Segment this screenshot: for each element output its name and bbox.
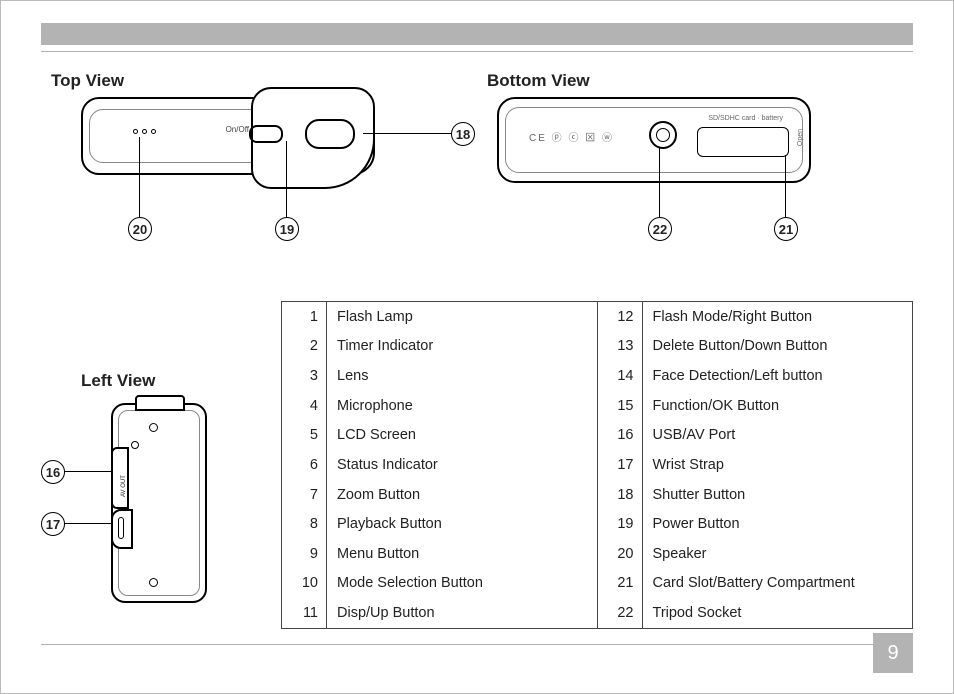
part-num: 20	[598, 539, 642, 569]
left-view-panel: Left View AV OUT 16 17	[41, 301, 271, 603]
speaker-icon	[133, 129, 156, 134]
part-label: Menu Button	[327, 539, 597, 569]
part-num: 15	[598, 391, 642, 421]
part-label: Wrist Strap	[643, 450, 913, 480]
part-num: 11	[282, 598, 326, 628]
part-label: Flash Lamp	[327, 302, 597, 332]
header-bar	[41, 23, 913, 45]
part-label: Disp/Up Button	[327, 598, 597, 628]
part-label: Speaker	[643, 539, 913, 569]
callout-21: 21	[774, 217, 798, 241]
bottom-view-title: Bottom View	[487, 71, 913, 91]
part-num: 7	[282, 480, 326, 510]
onoff-label: On/Off	[226, 125, 249, 134]
part-num: 18	[598, 480, 642, 510]
divider-top	[41, 51, 913, 52]
part-num: 12	[598, 302, 642, 332]
bottom-view-panel: Bottom View CE ⓟ ⓒ ⊠ ⓦ SD/SDHC card · ba…	[477, 63, 913, 263]
bottom-view-diagram: CE ⓟ ⓒ ⊠ ⓦ SD/SDHC card · battery Open 2…	[497, 97, 913, 183]
part-num: 14	[598, 361, 642, 391]
part-label: Status Indicator	[327, 450, 597, 480]
parts-table: 1234567891011 Flash LampTimer IndicatorL…	[281, 301, 913, 629]
part-label: Tripod Socket	[643, 598, 913, 628]
top-view-diagram: On/Off 18 20 19	[81, 97, 477, 175]
part-label: USB/AV Port	[643, 421, 913, 451]
part-num: 13	[598, 332, 642, 362]
part-num: 4	[282, 391, 326, 421]
part-label: Timer Indicator	[327, 332, 597, 362]
part-label: Card Slot/Battery Compartment	[643, 569, 913, 599]
open-label: Open	[797, 129, 804, 146]
camera-left-body: AV OUT	[111, 403, 207, 603]
tripod-socket-icon	[649, 121, 677, 149]
part-num: 5	[282, 421, 326, 451]
callout-16: 16	[41, 460, 65, 484]
callout-22: 22	[648, 217, 672, 241]
part-num: 17	[598, 450, 642, 480]
part-label: Delete Button/Down Button	[643, 332, 913, 362]
page-number: 9	[873, 633, 913, 673]
part-num: 6	[282, 450, 326, 480]
part-num: 3	[282, 361, 326, 391]
views-row: Top View On/Off 18 20 19	[41, 63, 913, 263]
card-slot-icon	[697, 127, 789, 157]
power-button-icon	[249, 125, 283, 143]
cert-symbols: CE ⓟ ⓒ ⊠ ⓦ	[529, 129, 614, 144]
part-num: 2	[282, 332, 326, 362]
part-label: Power Button	[643, 509, 913, 539]
divider-bottom	[41, 644, 913, 645]
part-num: 8	[282, 509, 326, 539]
wrist-strap-icon	[111, 509, 133, 549]
left-view-title: Left View	[81, 371, 271, 391]
table-col-left: 1234567891011 Flash LampTimer IndicatorL…	[282, 302, 598, 628]
part-label: Shutter Button	[643, 480, 913, 510]
part-label: Flash Mode/Right Button	[643, 302, 913, 332]
callout-19: 19	[275, 217, 299, 241]
part-label: Playback Button	[327, 509, 597, 539]
part-label: Zoom Button	[327, 480, 597, 510]
part-num: 1	[282, 302, 326, 332]
top-view-panel: Top View On/Off 18 20 19	[41, 63, 477, 263]
callout-20: 20	[128, 217, 152, 241]
part-num: 16	[598, 421, 642, 451]
shutter-button-icon	[305, 119, 355, 149]
part-label: Mode Selection Button	[327, 569, 597, 599]
table-col-right: 1213141516171819202122 Flash Mode/Right …	[598, 302, 913, 628]
part-label: LCD Screen	[327, 421, 597, 451]
slot-label: SD/SDHC card · battery	[708, 115, 783, 122]
manual-page: Top View On/Off 18 20 19	[0, 0, 954, 694]
callout-18: 18	[451, 122, 475, 146]
av-port-label: AV OUT	[121, 475, 127, 497]
camera-top-body: On/Off	[81, 97, 375, 175]
part-num: 9	[282, 539, 326, 569]
part-num: 19	[598, 509, 642, 539]
part-label: Lens	[327, 361, 597, 391]
part-label: Microphone	[327, 391, 597, 421]
part-num: 10	[282, 569, 326, 599]
camera-bottom-body: CE ⓟ ⓒ ⊠ ⓦ SD/SDHC card · battery Open	[497, 97, 811, 183]
callout-17: 17	[41, 512, 65, 536]
part-label: Face Detection/Left button	[643, 361, 913, 391]
part-num: 21	[598, 569, 642, 599]
part-num: 22	[598, 598, 642, 628]
part-label: Function/OK Button	[643, 391, 913, 421]
